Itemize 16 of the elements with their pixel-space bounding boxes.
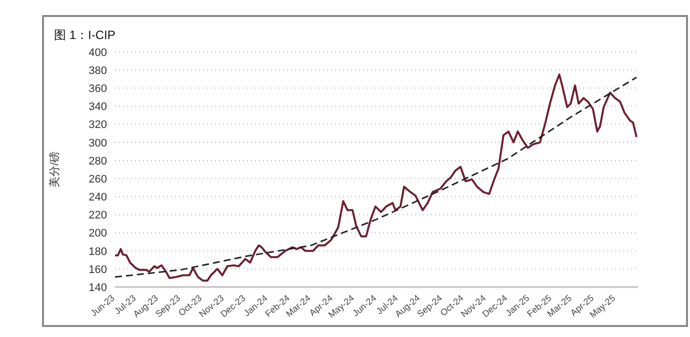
y-tick-label: 280 bbox=[88, 155, 107, 168]
y-tick-label: 320 bbox=[88, 119, 107, 132]
y-tick-label: 200 bbox=[88, 228, 107, 240]
y-tick-label: 140 bbox=[88, 282, 107, 294]
y-tick-label: 360 bbox=[88, 83, 107, 96]
y-tick-label: 220 bbox=[88, 210, 107, 222]
y-tick-label: 300 bbox=[88, 137, 107, 150]
y-tick-label: 240 bbox=[88, 192, 107, 204]
y-axis-title: 美分/磅 bbox=[48, 151, 61, 188]
y-tick-label: 340 bbox=[88, 101, 107, 114]
chart-title: 图 1：I-CIP bbox=[54, 27, 116, 44]
y-tick-label: 380 bbox=[88, 64, 107, 77]
y-tick-label: 400 bbox=[88, 46, 107, 59]
y-tick-label: 180 bbox=[88, 246, 107, 258]
y-tick-label: 160 bbox=[88, 264, 107, 276]
y-tick-label: 260 bbox=[88, 173, 107, 186]
